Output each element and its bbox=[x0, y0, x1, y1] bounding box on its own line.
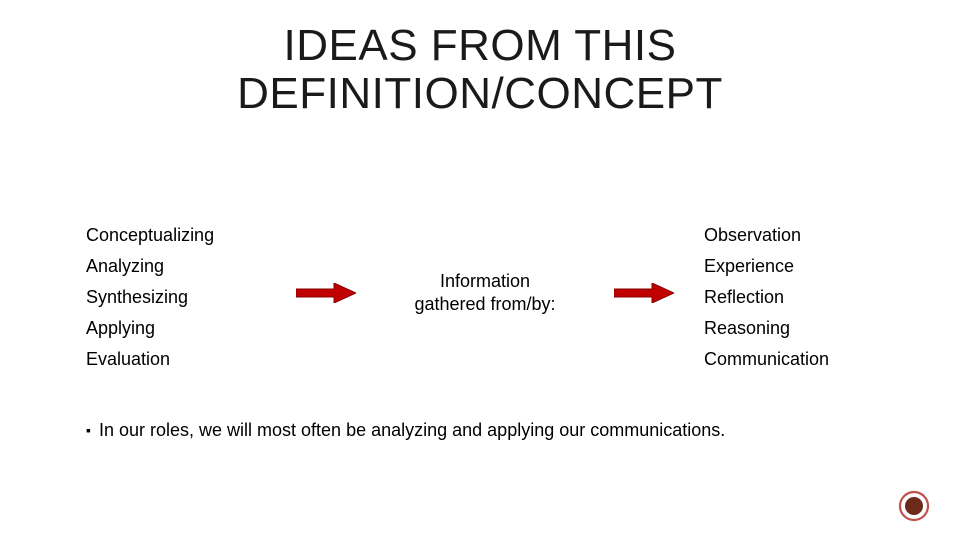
bullet-point: ▪ In our roles, we will most often be an… bbox=[86, 418, 874, 443]
left-item: Conceptualizing bbox=[86, 222, 266, 249]
center-flow: Information gathered from/by: bbox=[296, 270, 673, 317]
arrow-right-icon bbox=[296, 283, 356, 303]
left-item: Applying bbox=[86, 315, 266, 342]
bullet-marker-icon: ▪ bbox=[86, 418, 91, 442]
arrow-right-icon bbox=[614, 283, 674, 303]
right-item: Observation bbox=[704, 222, 874, 249]
right-item: Reflection bbox=[704, 284, 874, 311]
right-column: Observation Experience Reflection Reason… bbox=[704, 222, 874, 373]
left-column: Conceptualizing Analyzing Synthesizing A… bbox=[86, 222, 266, 373]
left-item: Evaluation bbox=[86, 346, 266, 373]
slide: IDEAS FROM THIS DEFINITION/CONCEPT Conce… bbox=[0, 0, 960, 540]
center-line-1: Information bbox=[414, 270, 555, 293]
title-line-2: DEFINITION/CONCEPT bbox=[0, 70, 960, 118]
circle-decoration-icon bbox=[898, 490, 930, 522]
left-item: Synthesizing bbox=[86, 284, 266, 311]
right-item: Experience bbox=[704, 253, 874, 280]
right-item: Reasoning bbox=[704, 315, 874, 342]
slide-title: IDEAS FROM THIS DEFINITION/CONCEPT bbox=[0, 22, 960, 117]
bullet-text: In our roles, we will most often be anal… bbox=[99, 418, 725, 443]
center-label: Information gathered from/by: bbox=[414, 270, 555, 317]
center-line-2: gathered from/by: bbox=[414, 293, 555, 316]
left-item: Analyzing bbox=[86, 253, 266, 280]
title-line-1: IDEAS FROM THIS bbox=[0, 22, 960, 70]
content-row: Conceptualizing Analyzing Synthesizing A… bbox=[86, 222, 874, 373]
right-item: Communication bbox=[704, 346, 874, 373]
